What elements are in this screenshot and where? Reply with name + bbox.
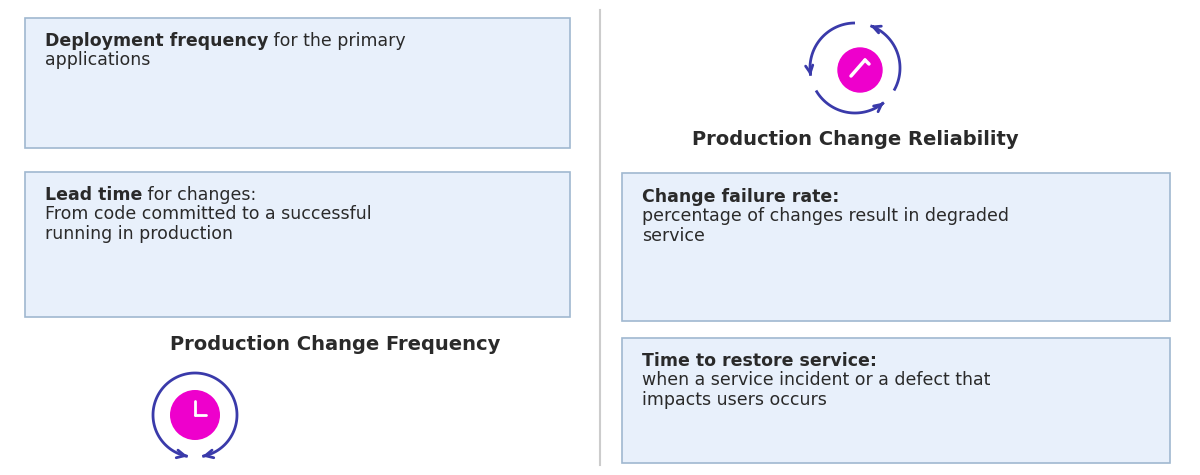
- Text: From code committed to a successful: From code committed to a successful: [46, 205, 372, 223]
- Text: Time to restore service:: Time to restore service:: [642, 352, 877, 370]
- Text: for changes:: for changes:: [143, 186, 257, 204]
- Text: Production Change Reliability: Production Change Reliability: [691, 130, 1019, 149]
- Text: Lead time: Lead time: [46, 186, 143, 204]
- Text: Deployment frequency: Deployment frequency: [46, 32, 269, 50]
- Text: service: service: [642, 227, 704, 245]
- Text: applications: applications: [46, 51, 150, 69]
- Text: Change failure rate:: Change failure rate:: [642, 188, 839, 206]
- FancyBboxPatch shape: [622, 173, 1170, 321]
- FancyBboxPatch shape: [622, 338, 1170, 463]
- Text: when a service incident or a defect that: when a service incident or a defect that: [642, 371, 990, 389]
- FancyBboxPatch shape: [25, 18, 570, 148]
- Circle shape: [170, 390, 220, 440]
- Text: running in production: running in production: [46, 225, 233, 243]
- Text: for the primary: for the primary: [269, 32, 406, 50]
- Text: impacts users occurs: impacts users occurs: [642, 391, 827, 409]
- Text: percentage of changes result in degraded: percentage of changes result in degraded: [642, 208, 1009, 225]
- FancyBboxPatch shape: [25, 172, 570, 317]
- Text: Production Change Frequency: Production Change Frequency: [170, 335, 500, 354]
- Circle shape: [838, 48, 882, 92]
